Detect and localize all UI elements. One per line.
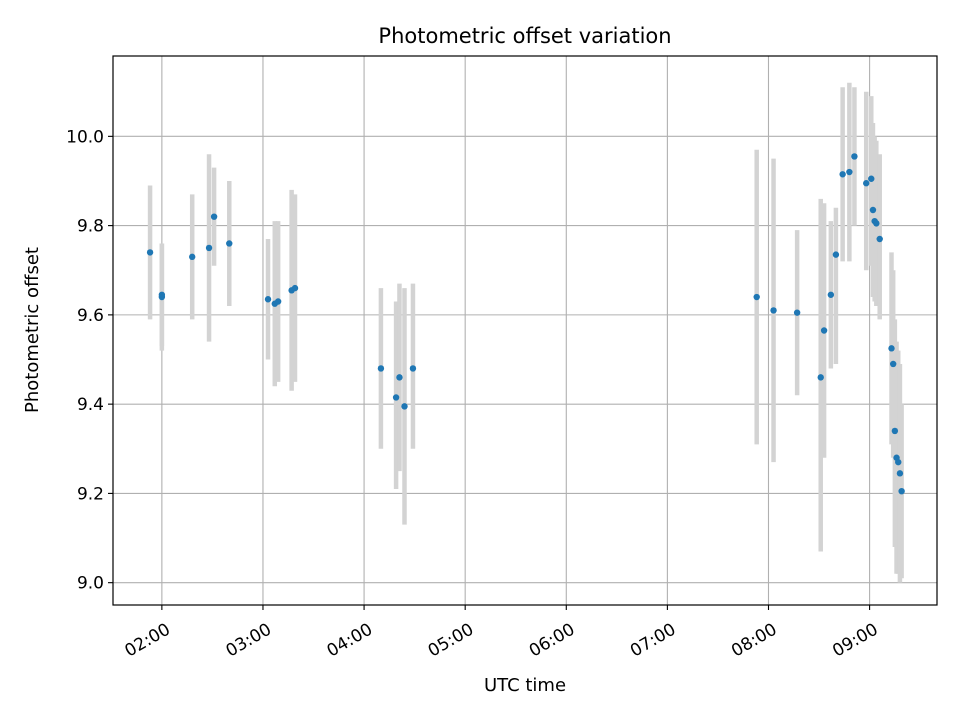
grid-layer (113, 56, 937, 605)
point-layer (146, 153, 905, 495)
data-point (264, 296, 272, 303)
y-tick-label: 9.8 (77, 217, 104, 237)
data-point (846, 168, 853, 176)
data-point (226, 240, 233, 247)
data-point (409, 365, 417, 372)
data-point (146, 249, 154, 256)
data-point (868, 175, 875, 182)
data-point (851, 153, 858, 160)
data-point (839, 171, 846, 178)
data-point (291, 284, 299, 292)
x-axis-label: UTC time (484, 675, 566, 696)
y-tick-label: 9.2 (77, 484, 104, 504)
data-point (377, 365, 385, 372)
data-point (898, 487, 905, 495)
data-point (889, 360, 897, 368)
data-point (274, 298, 282, 305)
data-point (863, 180, 870, 187)
data-point (401, 403, 408, 410)
data-point (820, 327, 828, 334)
data-point (873, 220, 880, 227)
data-point (869, 206, 877, 214)
data-point (876, 235, 883, 243)
data-point (205, 244, 213, 252)
data-point (832, 251, 840, 258)
data-point (817, 374, 824, 381)
data-point (392, 394, 400, 401)
y-axis-label: Photometric offset (22, 247, 43, 413)
data-point (827, 291, 835, 298)
data-point (888, 345, 895, 352)
data-point (396, 374, 403, 381)
plot-frame (112, 55, 938, 606)
chart-title: Photometric offset variation (378, 24, 671, 48)
data-point (896, 470, 904, 477)
data-point (753, 293, 760, 301)
y-tick-label: 9.6 (77, 306, 104, 326)
data-point (158, 291, 166, 298)
data-point (210, 213, 218, 220)
data-point (770, 307, 777, 314)
data-point (891, 427, 899, 435)
y-tick-label: 10.0 (66, 127, 104, 147)
data-point (188, 253, 196, 261)
data-point (793, 309, 801, 316)
y-tick-label: 9.4 (77, 395, 104, 415)
data-point (895, 458, 902, 466)
y-tick-label: 9.0 (77, 574, 104, 594)
